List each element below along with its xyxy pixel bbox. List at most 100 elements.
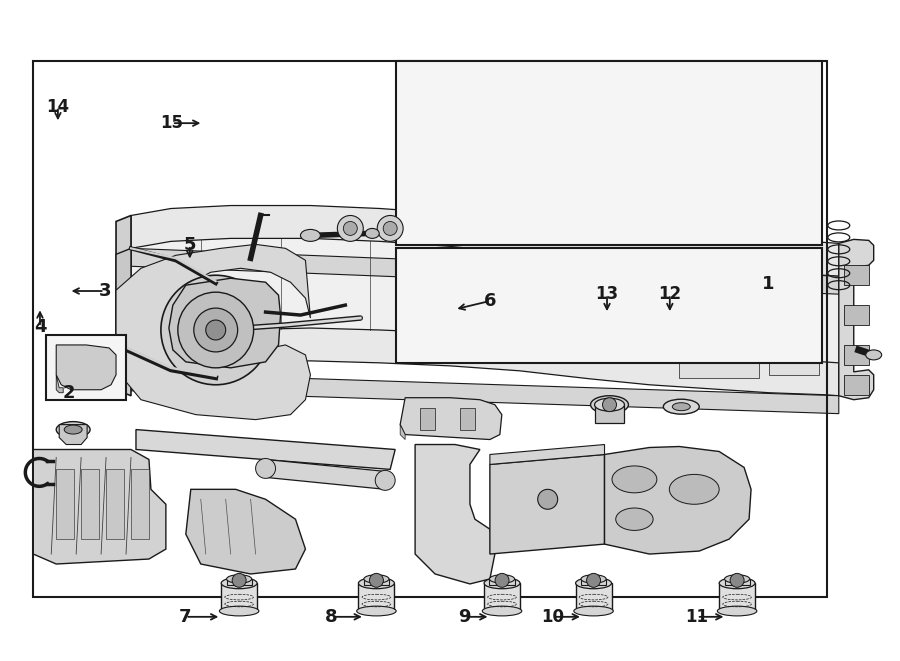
Ellipse shape bbox=[717, 606, 757, 616]
Polygon shape bbox=[131, 328, 839, 396]
Polygon shape bbox=[839, 239, 874, 400]
Circle shape bbox=[206, 320, 226, 340]
Text: 15: 15 bbox=[160, 114, 184, 132]
Polygon shape bbox=[136, 430, 395, 469]
Bar bbox=[56, 469, 74, 539]
Bar bbox=[396, 61, 823, 245]
Text: 6: 6 bbox=[484, 292, 497, 310]
Bar bbox=[460, 408, 475, 430]
Polygon shape bbox=[400, 398, 502, 440]
Bar bbox=[724, 579, 750, 584]
Polygon shape bbox=[33, 449, 166, 564]
Text: 8: 8 bbox=[325, 608, 338, 626]
Circle shape bbox=[369, 573, 383, 588]
Bar bbox=[396, 249, 823, 364]
Ellipse shape bbox=[581, 575, 606, 583]
Polygon shape bbox=[116, 245, 310, 420]
Bar bbox=[680, 255, 759, 310]
Polygon shape bbox=[415, 444, 495, 584]
Circle shape bbox=[377, 215, 403, 241]
Bar bbox=[680, 338, 759, 378]
Bar bbox=[32, 61, 827, 597]
Bar bbox=[227, 579, 252, 584]
Circle shape bbox=[194, 308, 238, 352]
Circle shape bbox=[608, 296, 632, 320]
Circle shape bbox=[343, 221, 357, 235]
Circle shape bbox=[256, 459, 275, 479]
Ellipse shape bbox=[612, 466, 657, 493]
Polygon shape bbox=[116, 215, 131, 396]
Polygon shape bbox=[490, 444, 605, 465]
Circle shape bbox=[587, 573, 600, 588]
Ellipse shape bbox=[537, 489, 558, 509]
Bar bbox=[420, 408, 435, 430]
Ellipse shape bbox=[866, 350, 882, 360]
Circle shape bbox=[375, 471, 395, 490]
Polygon shape bbox=[169, 278, 281, 368]
Text: 1: 1 bbox=[762, 276, 775, 293]
Ellipse shape bbox=[56, 422, 90, 438]
Ellipse shape bbox=[221, 578, 257, 589]
Bar bbox=[490, 579, 515, 584]
Polygon shape bbox=[56, 375, 63, 393]
Text: 10: 10 bbox=[542, 608, 564, 626]
Ellipse shape bbox=[482, 606, 522, 616]
Ellipse shape bbox=[365, 229, 379, 239]
Bar bbox=[844, 375, 868, 395]
Bar bbox=[719, 583, 755, 611]
Bar bbox=[595, 405, 625, 422]
Bar bbox=[581, 579, 606, 584]
Text: 13: 13 bbox=[596, 286, 618, 303]
Text: 5: 5 bbox=[184, 236, 196, 254]
Bar bbox=[844, 345, 868, 365]
Bar bbox=[221, 583, 257, 611]
Text: 2: 2 bbox=[62, 384, 75, 402]
Polygon shape bbox=[400, 424, 405, 440]
Polygon shape bbox=[131, 249, 839, 294]
Text: 12: 12 bbox=[658, 286, 681, 303]
Polygon shape bbox=[605, 447, 752, 554]
Polygon shape bbox=[116, 249, 131, 340]
Circle shape bbox=[485, 283, 515, 313]
Circle shape bbox=[338, 215, 364, 241]
Bar bbox=[576, 583, 611, 611]
Polygon shape bbox=[185, 489, 305, 574]
Ellipse shape bbox=[670, 475, 719, 504]
Text: 14: 14 bbox=[47, 98, 69, 116]
Ellipse shape bbox=[595, 398, 625, 411]
Text: 9: 9 bbox=[458, 608, 471, 626]
Circle shape bbox=[602, 398, 616, 412]
Polygon shape bbox=[56, 345, 116, 390]
Text: 7: 7 bbox=[179, 608, 192, 626]
Circle shape bbox=[495, 573, 509, 588]
Circle shape bbox=[730, 573, 744, 588]
Ellipse shape bbox=[590, 396, 628, 414]
Text: 4: 4 bbox=[33, 318, 46, 336]
Ellipse shape bbox=[663, 399, 699, 414]
Text: 3: 3 bbox=[98, 282, 111, 300]
Ellipse shape bbox=[672, 403, 690, 410]
Text: 11: 11 bbox=[685, 608, 708, 626]
Polygon shape bbox=[131, 373, 839, 414]
Ellipse shape bbox=[574, 606, 613, 616]
Bar bbox=[844, 305, 868, 325]
Ellipse shape bbox=[484, 578, 520, 589]
Ellipse shape bbox=[227, 575, 252, 583]
Ellipse shape bbox=[490, 575, 515, 583]
Ellipse shape bbox=[356, 606, 396, 616]
Bar bbox=[358, 583, 394, 611]
Circle shape bbox=[178, 292, 254, 368]
Bar bbox=[131, 469, 149, 539]
Polygon shape bbox=[490, 455, 605, 554]
Ellipse shape bbox=[301, 229, 320, 241]
Bar bbox=[844, 265, 868, 285]
Circle shape bbox=[161, 275, 271, 385]
Bar bbox=[81, 469, 99, 539]
Ellipse shape bbox=[364, 575, 389, 583]
Ellipse shape bbox=[616, 508, 653, 530]
Bar bbox=[769, 335, 819, 375]
Circle shape bbox=[548, 290, 572, 314]
Polygon shape bbox=[131, 239, 839, 363]
Bar bbox=[769, 255, 819, 305]
Bar bbox=[46, 335, 126, 400]
